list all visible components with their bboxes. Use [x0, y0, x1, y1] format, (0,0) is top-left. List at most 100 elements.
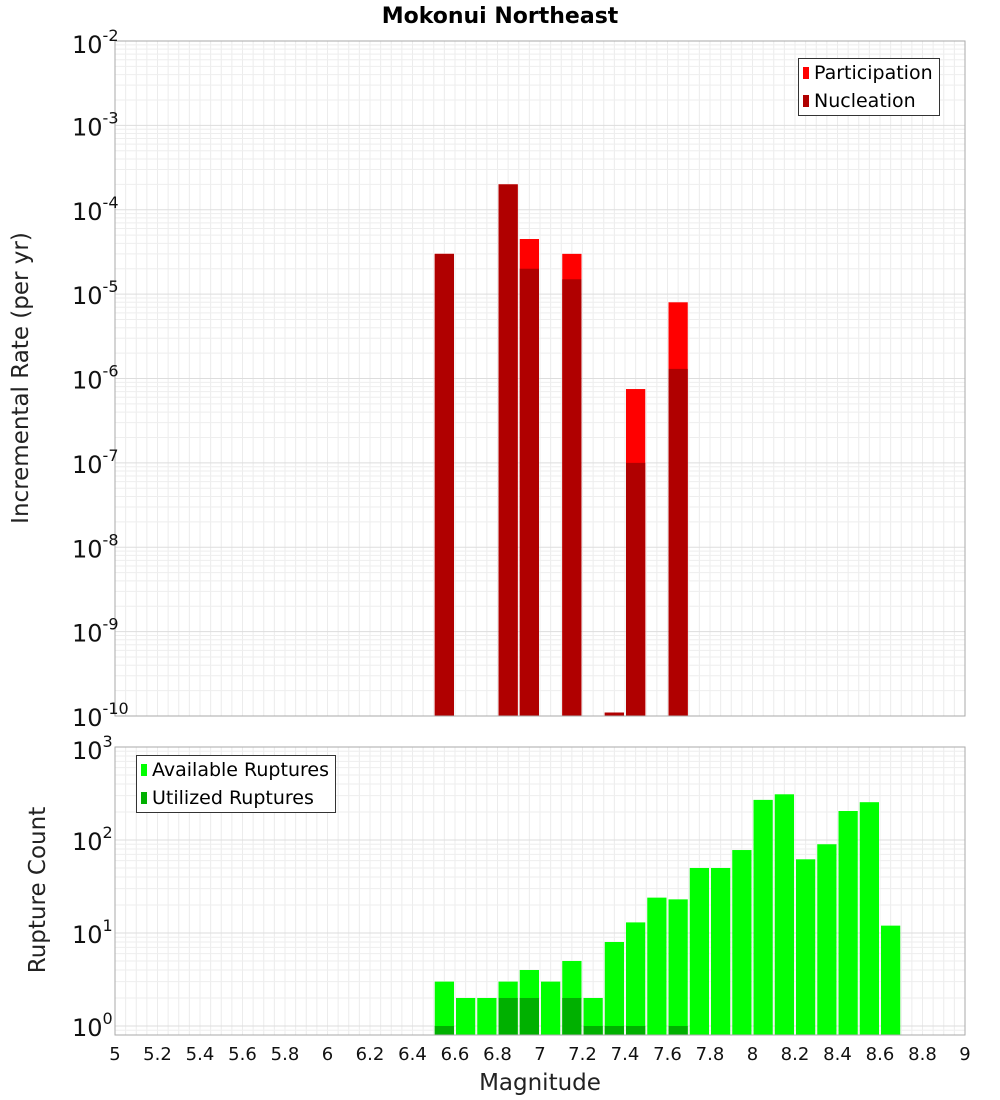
available-ruptures-bar: [604, 942, 624, 1035]
bottom-legend: Available Ruptures Utilized Ruptures: [136, 755, 336, 813]
available-ruptures-bar: [434, 981, 454, 1035]
bottom-y-tick-label: 103: [72, 732, 113, 765]
x-tick-label: 6.2: [356, 1044, 385, 1065]
legend-label-nucleation: Nucleation: [814, 90, 916, 112]
bottom-y-tick-base: 10: [72, 828, 103, 856]
top-y-tick-label: 10-5: [72, 277, 119, 310]
nucleation-bar: [434, 253, 454, 716]
utilized-ruptures-bar: [604, 1025, 624, 1035]
bottom-y-tick-exponent: 2: [103, 823, 113, 842]
available-ruptures-bar: [689, 867, 709, 1035]
nucleation-bar: [498, 184, 518, 717]
top-y-tick-base: 10: [72, 620, 103, 648]
utilized-ruptures-bar: [498, 997, 518, 1035]
top-y-tick-exponent: -9: [103, 615, 119, 634]
available-ruptures-bar: [838, 811, 858, 1035]
x-tick-label: 8.8: [908, 1044, 937, 1065]
available-ruptures-bar: [817, 844, 837, 1035]
x-tick-label: 5.2: [143, 1044, 172, 1065]
bottom-y-tick-exponent: 0: [103, 1009, 113, 1028]
available-ruptures-bar: [668, 899, 688, 1035]
available-ruptures-bar: [732, 850, 752, 1035]
x-tick-label: 6: [322, 1044, 333, 1065]
utilized-swatch: [141, 792, 147, 804]
x-tick-label: 6.4: [398, 1044, 427, 1065]
available-ruptures-bar: [647, 897, 667, 1035]
top-y-tick-base: 10: [72, 198, 103, 226]
available-ruptures-bar: [753, 799, 773, 1035]
top-legend: Participation Nucleation: [798, 58, 940, 116]
legend-item-available-ruptures: Available Ruptures: [137, 756, 335, 784]
available-ruptures-bar: [626, 922, 646, 1035]
top-y-tick-label: 10-8: [72, 530, 119, 563]
x-tick-label: 6.8: [483, 1044, 512, 1065]
top-y-tick-base: 10: [72, 113, 103, 141]
top-y-tick-exponent: -5: [103, 277, 119, 296]
legend-item-participation: Participation: [799, 59, 939, 87]
x-tick-label: 7.2: [568, 1044, 597, 1065]
x-tick-label: 6.6: [441, 1044, 470, 1065]
chart-title: Mokonui Northeast: [382, 4, 619, 29]
x-axis-label: Magnitude: [479, 1070, 601, 1096]
top-y-tick-label: 10-10: [72, 699, 129, 732]
x-tick-label: 8: [747, 1044, 758, 1065]
available-ruptures-bar: [796, 859, 816, 1035]
bottom-plot-frame: [114, 746, 966, 1036]
top-y-tick-exponent: -2: [103, 26, 119, 45]
available-swatch: [141, 764, 147, 776]
legend-label-available-ruptures: Available Ruptures: [152, 759, 329, 781]
available-ruptures-bar: [881, 925, 901, 1035]
top-y-tick-base: 10: [72, 31, 103, 59]
nucleation-bar: [604, 712, 624, 716]
available-ruptures-bar: [541, 981, 561, 1035]
top-y-tick-base: 10: [72, 282, 103, 310]
x-tick-label: 8.6: [866, 1044, 895, 1065]
legend-item-nucleation: Nucleation: [799, 87, 939, 115]
top-y-tick-exponent: -10: [103, 699, 129, 718]
top-y-tick-base: 10: [72, 535, 103, 563]
x-tick-label: 9: [959, 1044, 970, 1065]
x-tick-label: 5.8: [271, 1044, 300, 1065]
bottom-y-tick-label: 100: [72, 1009, 113, 1042]
available-ruptures-bar: [711, 867, 731, 1035]
legend-label-utilized-ruptures: Utilized Ruptures: [152, 787, 314, 809]
available-ruptures-bar: [477, 997, 497, 1035]
utilized-ruptures-bar: [626, 1025, 646, 1035]
available-ruptures-bar: [583, 997, 603, 1035]
utilized-ruptures-bar: [562, 997, 582, 1035]
x-tick-label: 5: [109, 1044, 120, 1065]
top-y-tick-exponent: -8: [103, 530, 119, 549]
top-y-tick-label: 10-7: [72, 446, 119, 479]
top-y-tick-base: 10: [72, 704, 103, 732]
top-y-tick-exponent: -3: [103, 108, 119, 127]
nucleation-bar: [668, 368, 688, 716]
nucleation-bar: [519, 268, 539, 716]
top-y-tick-label: 10-2: [72, 26, 119, 59]
x-tick-label: 7: [534, 1044, 545, 1065]
bottom-y-tick-base: 10: [72, 1014, 103, 1042]
top-y-tick-base: 10: [72, 451, 103, 479]
utilized-ruptures-bar: [434, 1025, 454, 1035]
x-tick-label: 5.4: [186, 1044, 215, 1065]
x-tick-label: 7.8: [696, 1044, 725, 1065]
top-y-tick-label: 10-3: [72, 108, 119, 141]
bottom-y-tick-exponent: 1: [103, 916, 113, 935]
utilized-ruptures-bar: [668, 1025, 688, 1035]
x-tick-label: 5.6: [228, 1044, 257, 1065]
available-ruptures-bar: [859, 802, 879, 1035]
top-y-tick-exponent: -6: [103, 362, 119, 381]
bottom-y-tick-base: 10: [72, 921, 103, 949]
utilized-ruptures-bar: [583, 1025, 603, 1035]
x-tick-label: 8.2: [781, 1044, 810, 1065]
x-tick-label: 7.4: [611, 1044, 640, 1065]
legend-item-utilized-ruptures: Utilized Ruptures: [137, 784, 335, 812]
top-y-tick-exponent: -4: [103, 193, 119, 212]
bottom-y-tick-base: 10: [72, 737, 103, 765]
top-y-tick-base: 10: [72, 367, 103, 395]
top-y-axis-label: Incremental Rate (per yr): [8, 232, 34, 524]
utilized-ruptures-bar: [519, 997, 539, 1035]
x-tick-label: 8.4: [823, 1044, 852, 1065]
legend-label-participation: Participation: [814, 62, 933, 84]
bottom-y-tick-label: 101: [72, 916, 113, 949]
available-ruptures-bar: [456, 997, 476, 1035]
